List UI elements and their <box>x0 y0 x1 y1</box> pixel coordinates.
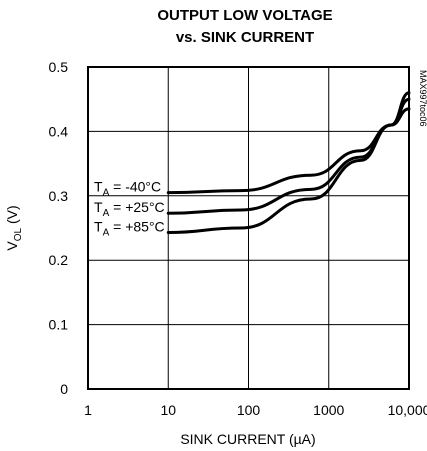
ticks: 1 10 100 1000 10,000 0 0.1 0.2 0.3 0.4 0.5 <box>49 59 427 418</box>
series-lines <box>166 91 411 235</box>
x-axis-label: SINK CURRENT (µA) <box>180 431 315 447</box>
x-tick-label: 100 <box>237 402 261 418</box>
series-label-3: TA = +85°C <box>94 219 165 239</box>
y-tick-label: 0.4 <box>49 123 69 139</box>
x-tick-label: 10,000 <box>388 402 427 418</box>
y-tick-label: 0.5 <box>49 59 69 75</box>
x-tick-label: 1000 <box>313 402 344 418</box>
plot-frame <box>87 66 410 390</box>
series-label-1: TA = -40°C <box>94 179 161 199</box>
side-part-number: MAX997toc06 <box>418 70 427 127</box>
chart-title-line2: vs. SINK CURRENT <box>176 29 314 46</box>
y-label-sub: OL <box>13 228 24 242</box>
y-axis-label: VOL (V) <box>4 205 24 250</box>
y-label-rest: (V) <box>4 205 20 228</box>
series-labels: TA = -40°CTA = +25°CTA = +85°C <box>94 179 165 239</box>
y-tick-label: 0.1 <box>49 317 69 333</box>
chart-title-line1: OUTPUT LOW VOLTAGE <box>157 7 332 24</box>
series-line-3 <box>166 91 411 235</box>
x-tick-label: 10 <box>160 402 176 418</box>
x-tick-label: 1 <box>84 402 92 418</box>
y-label-main: V <box>4 241 20 251</box>
y-tick-label: 0.2 <box>49 252 69 268</box>
y-tick-label: 0 <box>60 381 68 397</box>
series-label-2: TA = +25°C <box>94 199 165 219</box>
y-tick-label: 0.3 <box>49 188 69 204</box>
